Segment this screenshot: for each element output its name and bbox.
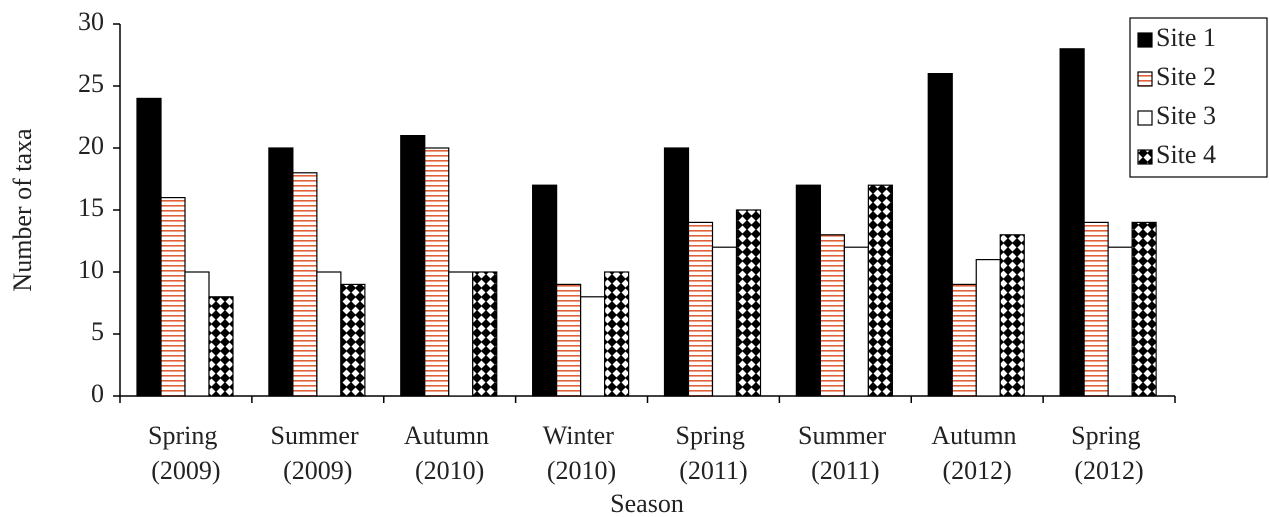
bar [1107,246,1133,397]
x-tick-label: Spring (2011) [676,421,752,485]
y-tick-label: 20 [78,131,104,160]
x-axis-label: Season [610,489,684,517]
bar [867,184,893,397]
bar [472,271,498,397]
bar [843,246,869,397]
bar [1131,221,1157,397]
bar [184,271,210,397]
bar [316,271,342,397]
bar [292,172,318,397]
bar [795,184,821,397]
legend-label: Site 2 [1156,62,1216,91]
bar [340,283,366,397]
x-tick-label: Winter (2010) [543,421,621,485]
bar [735,209,762,397]
x-tick-label: Autumn (2012) [931,421,1023,485]
bar [1083,221,1109,397]
bar [975,259,1001,397]
y-tick-label: 5 [91,317,104,346]
legend-swatch [1137,149,1153,165]
x-tick-label: Autumn (2010) [404,421,496,485]
bar [604,271,630,397]
bar [927,72,953,397]
bar [999,234,1025,397]
y-tick-label: 15 [78,193,104,222]
legend-label: Site 1 [1156,23,1216,52]
legend-label: Site 3 [1156,101,1216,130]
bar [556,283,582,397]
bar [136,97,162,397]
bar [400,135,426,397]
legend-swatch [1137,32,1153,48]
bar [208,296,234,397]
bar [268,147,294,397]
y-tick-label: 0 [91,379,104,408]
bar [580,296,606,397]
bar [951,283,977,397]
bar [711,246,738,397]
bar [532,184,558,397]
bar [1059,48,1085,397]
legend-box [1129,17,1268,178]
bar [819,234,845,397]
x-tick-label: Spring (2009) [148,421,224,485]
legend-swatch [1137,110,1153,126]
x-tick-label: Summer (2011) [798,421,893,485]
y-axis-label: Number of taxa [8,128,37,292]
x-tick-label: Spring (2012) [1071,421,1147,485]
y-tick-label: 10 [78,255,104,284]
bar [663,147,690,397]
legend-label: Site 4 [1156,140,1216,169]
x-tick-label: Summer (2009) [271,421,366,485]
bar [424,147,450,397]
y-tick-label: 25 [78,69,104,98]
y-tick-label: 30 [78,7,104,36]
bar [160,197,186,397]
bar [448,271,474,397]
bar [687,221,714,397]
legend-swatch [1137,71,1153,87]
